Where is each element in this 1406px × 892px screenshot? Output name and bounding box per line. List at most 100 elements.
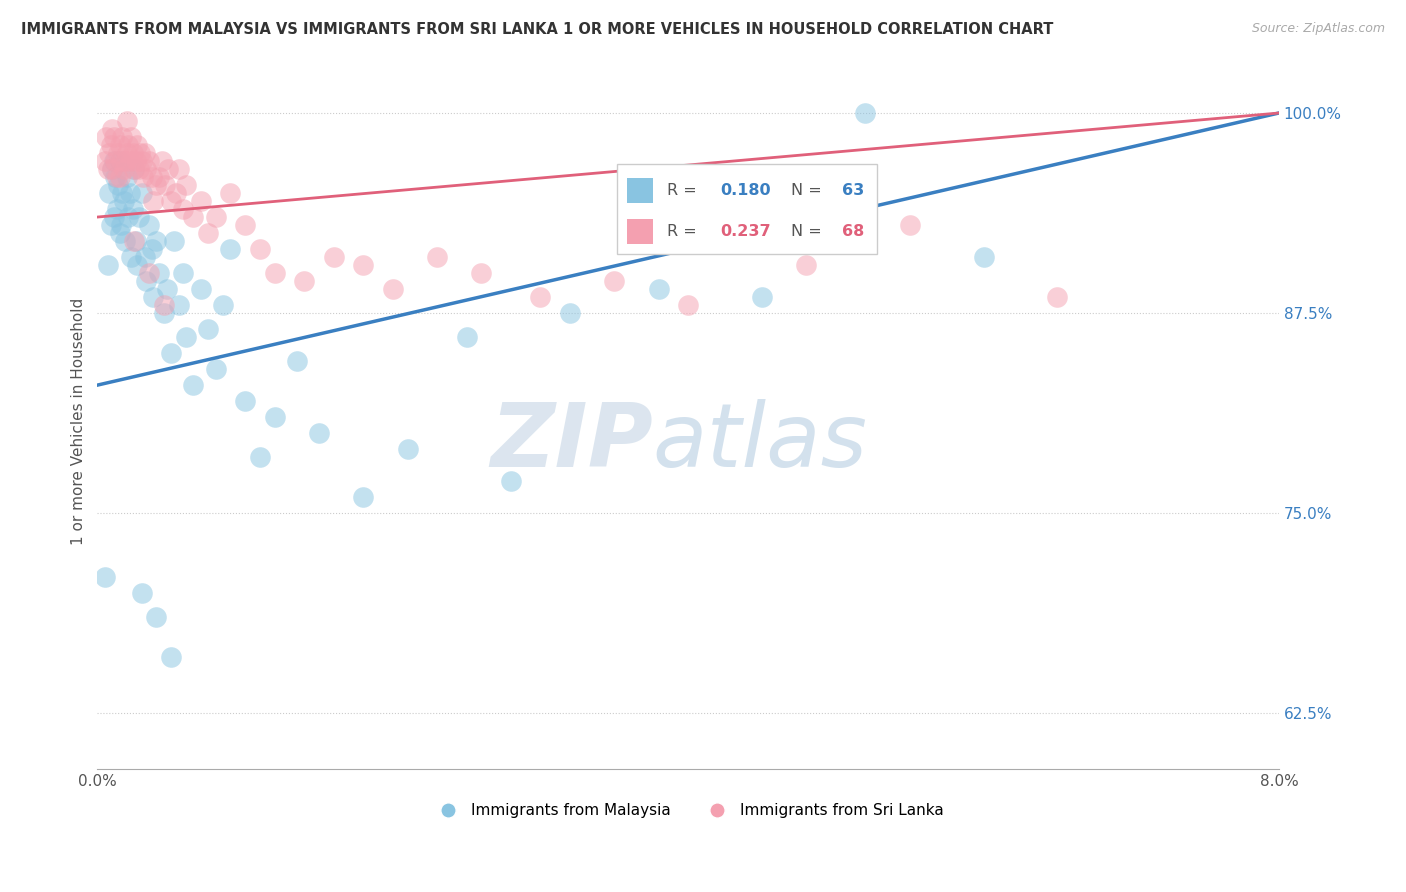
Point (103, 130, 125, 145)
Point (107, 146, 129, 161)
Point (156, 282, 179, 296)
Point (145, 234, 167, 248)
Point (129, 146, 152, 161)
Point (183, 378, 205, 392)
Point (110, 154, 132, 169)
Point (163, 234, 186, 248)
Point (138, 218, 160, 232)
Point (131, 154, 153, 169)
Point (197, 322, 219, 336)
Point (131, 186, 153, 200)
Point (160, 346, 183, 360)
Point (124, 161, 146, 176)
Point (132, 169, 155, 184)
Point (98, 146, 121, 161)
Point (165, 186, 187, 200)
Point (96, 130, 118, 145)
Point (352, 490, 374, 504)
Point (249, 242, 271, 256)
Y-axis label: 1 or more Vehicles in Household: 1 or more Vehicles in Household (72, 298, 86, 545)
Point (115, 169, 138, 184)
Text: 0.237: 0.237 (720, 224, 770, 239)
Text: R =: R = (666, 183, 702, 198)
Point (190, 282, 212, 296)
Point (104, 154, 127, 169)
Text: 0.180: 0.180 (720, 183, 770, 198)
Point (93, 154, 115, 169)
Point (1046, 290, 1069, 304)
FancyBboxPatch shape (627, 219, 652, 244)
Point (381, 282, 404, 296)
Point (204, 362, 226, 376)
Point (93, 570, 115, 584)
Text: ZIP: ZIP (489, 399, 652, 485)
Point (197, 226, 219, 240)
Point (153, 306, 176, 320)
Point (145, 610, 167, 624)
Point (183, 210, 205, 224)
Point (794, 258, 817, 272)
Point (647, 282, 669, 296)
Point (124, 161, 146, 176)
Point (285, 354, 308, 368)
Point (190, 194, 212, 208)
Point (107, 178, 129, 192)
Point (100, 138, 122, 153)
Point (104, 169, 127, 184)
Point (131, 586, 153, 600)
Point (97, 258, 120, 272)
FancyBboxPatch shape (627, 178, 652, 203)
Point (233, 394, 256, 409)
Point (352, 258, 374, 272)
Point (112, 194, 135, 208)
Text: atlas: atlas (652, 399, 868, 485)
Point (103, 210, 125, 224)
Point (110, 218, 132, 232)
Point (115, 146, 138, 161)
Point (853, 106, 876, 120)
Point (142, 290, 165, 304)
Point (111, 186, 134, 200)
Point (263, 410, 285, 425)
Point (157, 161, 180, 176)
Legend: Immigrants from Malaysia, Immigrants from Sri Lanka: Immigrants from Malaysia, Immigrants fro… (427, 797, 949, 824)
Point (142, 194, 165, 208)
Text: N =: N = (792, 183, 827, 198)
Point (103, 154, 125, 169)
Point (219, 186, 242, 200)
Point (101, 161, 124, 176)
Point (499, 474, 522, 488)
Point (145, 178, 167, 192)
Point (135, 161, 157, 176)
Point (134, 146, 156, 161)
Point (898, 218, 921, 232)
Point (172, 266, 194, 280)
Point (212, 298, 235, 312)
Text: R =: R = (666, 224, 702, 239)
Text: 63: 63 (842, 183, 865, 198)
Point (128, 161, 150, 176)
Point (121, 146, 143, 161)
Point (751, 290, 773, 304)
Point (603, 274, 626, 288)
Point (138, 266, 160, 280)
Point (118, 154, 141, 169)
Point (456, 330, 478, 344)
Point (100, 218, 122, 232)
Text: Source: ZipAtlas.com: Source: ZipAtlas.com (1251, 22, 1385, 36)
Point (138, 154, 160, 169)
Point (108, 154, 131, 169)
Point (167, 298, 190, 312)
Point (153, 298, 176, 312)
Point (101, 161, 124, 176)
Point (160, 194, 183, 208)
Point (219, 242, 242, 256)
Point (529, 290, 551, 304)
Point (141, 169, 163, 184)
Point (135, 274, 157, 288)
Point (120, 130, 142, 145)
Point (114, 234, 136, 248)
Point (426, 250, 449, 264)
Point (112, 161, 135, 176)
Point (676, 298, 699, 312)
